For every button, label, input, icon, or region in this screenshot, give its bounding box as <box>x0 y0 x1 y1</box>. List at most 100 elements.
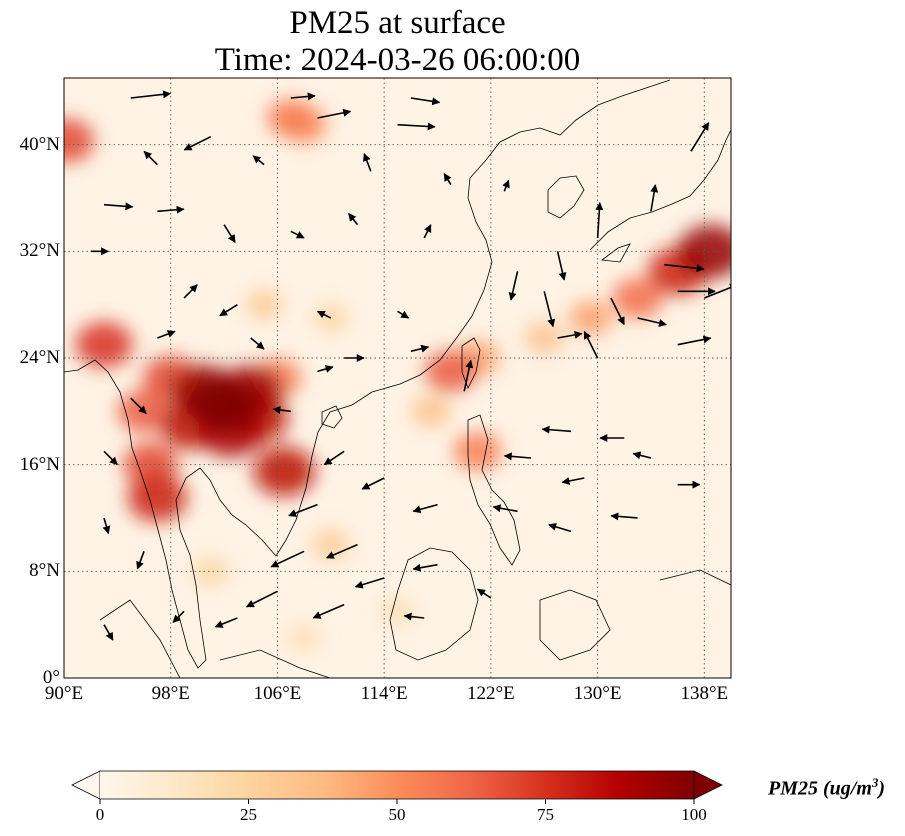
map-frame <box>63 77 732 679</box>
map-time: Time: 2024-03-26 06:00:00 <box>214 42 581 78</box>
wind-arrow <box>595 202 604 239</box>
wind-arrow <box>136 551 145 570</box>
wind-arrow <box>556 251 567 281</box>
wind-arrow <box>403 612 425 621</box>
pm25-blob <box>678 225 731 278</box>
pm25-blob <box>266 98 315 138</box>
latitude-label: 32°N <box>19 240 60 262</box>
wind-arrow <box>130 90 172 99</box>
wind-arrow <box>354 577 385 589</box>
longitude-label: 130°E <box>573 683 622 704</box>
wind-arrow <box>610 297 625 326</box>
wind-arrow <box>610 512 638 521</box>
wind-arrow <box>252 155 265 166</box>
wind-arrow <box>410 344 430 353</box>
wind-arrow <box>361 477 385 490</box>
wind-arrow <box>423 224 432 239</box>
wind-arrow <box>543 291 556 328</box>
wind-arrow <box>316 310 332 319</box>
wind-arrow <box>677 335 712 346</box>
wind-arrow <box>632 451 652 460</box>
wind-arrow <box>250 337 265 350</box>
wind-arrow <box>583 330 599 359</box>
wind-arrow <box>363 152 372 172</box>
wind-arrow <box>102 517 111 535</box>
colorbar-tick-label: 25 <box>240 805 257 824</box>
wind-arrow <box>412 503 438 514</box>
longitude-label: 114°E <box>360 683 408 704</box>
longitude-label: 106°E <box>253 683 302 704</box>
wind-arrow <box>103 624 114 641</box>
colorbar <box>71 770 723 804</box>
pm25-blob <box>524 322 564 354</box>
latitude-label: 8°N <box>29 560 60 582</box>
wind-arrow <box>412 563 438 572</box>
wind-arrow <box>664 263 705 273</box>
colorbar-extend-high <box>693 770 723 800</box>
wind-arrow <box>503 452 531 461</box>
wind-arrow <box>548 522 572 533</box>
wind-arrow <box>397 310 410 319</box>
latitude-label: 0° <box>42 667 60 688</box>
colorbar-gradient <box>100 771 694 799</box>
pm25-blob <box>287 624 321 652</box>
latitude-label: 40°N <box>19 133 60 155</box>
colorbar-tick-label: 100 <box>681 805 707 824</box>
wind-arrow <box>463 359 474 392</box>
wind-arrow <box>288 503 318 517</box>
wind-arrow <box>157 205 185 214</box>
pm25-blob <box>569 300 613 336</box>
longitude-label: 138°E <box>680 683 729 704</box>
longitude-label: 98°E <box>151 683 190 704</box>
coastlines <box>64 79 731 678</box>
wind-arrow <box>214 617 238 628</box>
wind-arrow <box>323 450 345 466</box>
pm25-blob <box>424 350 478 393</box>
wind-arrow <box>290 92 316 101</box>
pm25-blob <box>127 474 187 522</box>
wind-arrow <box>637 317 667 327</box>
wind-arrow <box>103 202 134 211</box>
wind-arrow <box>317 108 352 119</box>
wind-arrow <box>245 590 278 608</box>
pm25-blob <box>312 529 350 560</box>
pm25-blob <box>75 321 133 368</box>
pm25-blob <box>245 289 283 320</box>
wind-arrow <box>704 283 731 299</box>
wind-arrow <box>508 271 519 301</box>
latitude-label: 24°N <box>19 347 60 368</box>
pm25-blob <box>381 598 414 625</box>
wind-arrow <box>317 365 334 373</box>
wind-arrow <box>270 550 305 568</box>
wind-arrow <box>492 504 518 513</box>
pm25-blob <box>411 395 451 428</box>
wind-arrow <box>130 397 147 414</box>
longitude-label: 90°E <box>44 683 84 704</box>
pm25-blob <box>193 557 229 586</box>
wind-arrow <box>223 224 236 243</box>
longitude-label: 122°E <box>467 683 515 704</box>
wind-arrow <box>219 303 238 317</box>
wind-arrow <box>143 150 158 166</box>
colorbar-tick-label: 75 <box>537 805 554 824</box>
wind-arrow <box>172 610 185 623</box>
pm25-blob <box>253 446 315 496</box>
colorbar-extend-low <box>71 770 101 800</box>
wind-arrow <box>650 184 659 212</box>
wind-arrow <box>183 284 198 299</box>
wind-arrow <box>690 122 710 152</box>
pm25-blob <box>453 432 502 471</box>
wind-vectors <box>90 90 731 641</box>
wind-arrow <box>397 122 436 131</box>
wind-arrow <box>183 135 212 151</box>
wind-arrow <box>557 330 583 339</box>
colorbar-tick-label: 0 <box>95 805 105 824</box>
wind-arrow <box>541 425 571 434</box>
colorbar-title: PM25 (ug/m3) <box>768 775 886 800</box>
pm25-blob <box>612 277 663 319</box>
pm25-blob <box>190 377 259 432</box>
pm25-blob <box>64 118 95 163</box>
wind-arrow <box>290 230 305 239</box>
wind-arrow <box>312 603 345 619</box>
